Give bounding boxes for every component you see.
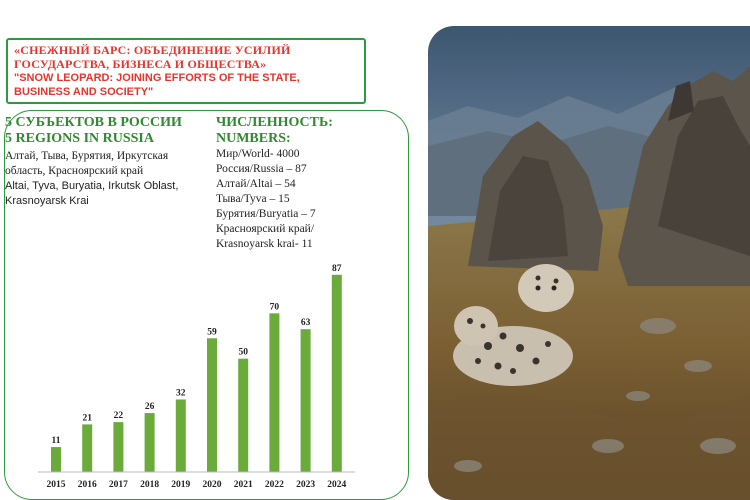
bar-2023 <box>300 329 311 472</box>
regions-list-ru: Алтай, Тыва, Бурятия, Иркутская область,… <box>5 150 169 177</box>
data-label-2017: 22 <box>114 411 124 421</box>
title-russian: «СНЕЖНЫЙ БАРС: ОБЪЕДИНЕНИЕ УСИЛИЙ ГОСУДА… <box>14 43 291 71</box>
numbers-block: ЧИСЛЕННОСТЬ: NUMBERS: Мир/World- 4000 Ро… <box>216 115 416 252</box>
numbers-item: Красноярский край/ <box>216 223 315 235</box>
x-tick-2016: 2016 <box>78 480 97 490</box>
numbers-item: Krasnoyarsk krai- 11 <box>216 238 313 250</box>
title-box: «СНЕЖНЫЙ БАРС: ОБЪЕДИНЕНИЕ УСИЛИЙ ГОСУДА… <box>6 38 366 104</box>
regions-heading-en: 5 REGIONS IN RUSSIA <box>5 131 154 146</box>
data-label-2015: 11 <box>52 436 61 446</box>
numbers-item: Тыва/Tyva – 15 <box>216 193 290 205</box>
x-tick-2020: 2020 <box>203 480 222 490</box>
bar-2021 <box>238 358 249 472</box>
bar-2017 <box>113 422 124 472</box>
bar-2016 <box>82 424 93 472</box>
numbers-heading-ru: ЧИСЛЕННОСТЬ: <box>216 115 333 130</box>
x-tick-2023: 2023 <box>296 480 315 490</box>
x-tick-2024: 2024 <box>327 480 346 490</box>
bar-2024 <box>331 274 342 472</box>
data-label-2020: 59 <box>207 327 217 337</box>
regions-block: 5 СУБЪЕКТОВ В РОССИИ 5 REGIONS IN RUSSIA… <box>5 115 205 209</box>
data-label-2021: 50 <box>238 348 248 358</box>
numbers-item: Мир/World- 4000 <box>216 148 300 160</box>
bar-2020 <box>207 338 217 472</box>
data-label-2024: 87 <box>332 264 342 274</box>
bar-2019 <box>175 399 186 472</box>
numbers-heading-en: NUMBERS: <box>216 131 291 146</box>
x-tick-2018: 2018 <box>140 480 159 490</box>
x-tick-2019: 2019 <box>171 480 190 490</box>
x-tick-2021: 2021 <box>234 480 253 490</box>
data-label-2023: 63 <box>301 318 311 328</box>
title-english: "SNOW LEOPARD: JOINING EFFORTS OF THE ST… <box>14 72 300 98</box>
x-tick-2015: 2015 <box>47 480 66 490</box>
numbers-item: Алтай/Altai – 54 <box>216 178 296 190</box>
data-label-2022: 70 <box>270 302 280 312</box>
numbers-item: Бурятия/Buryatia – 7 <box>216 208 316 220</box>
snow-leopard-photo <box>428 26 750 500</box>
numbers-item: Россия/Russia – 87 <box>216 163 307 175</box>
bar-2022 <box>269 313 280 472</box>
bar-2018 <box>144 413 155 472</box>
regions-heading-ru: 5 СУБЪЕКТОВ В РОССИИ <box>5 115 182 130</box>
data-label-2016: 21 <box>82 413 92 423</box>
x-tick-2017: 2017 <box>109 480 128 490</box>
x-tick-2022: 2022 <box>265 480 284 490</box>
data-label-2018: 26 <box>145 402 155 412</box>
regions-list-en: Altai, Tyva, Buryatia, Irkutsk Oblast, K… <box>5 180 179 207</box>
bar-2015 <box>51 447 61 472</box>
data-label-2019: 32 <box>176 388 186 398</box>
